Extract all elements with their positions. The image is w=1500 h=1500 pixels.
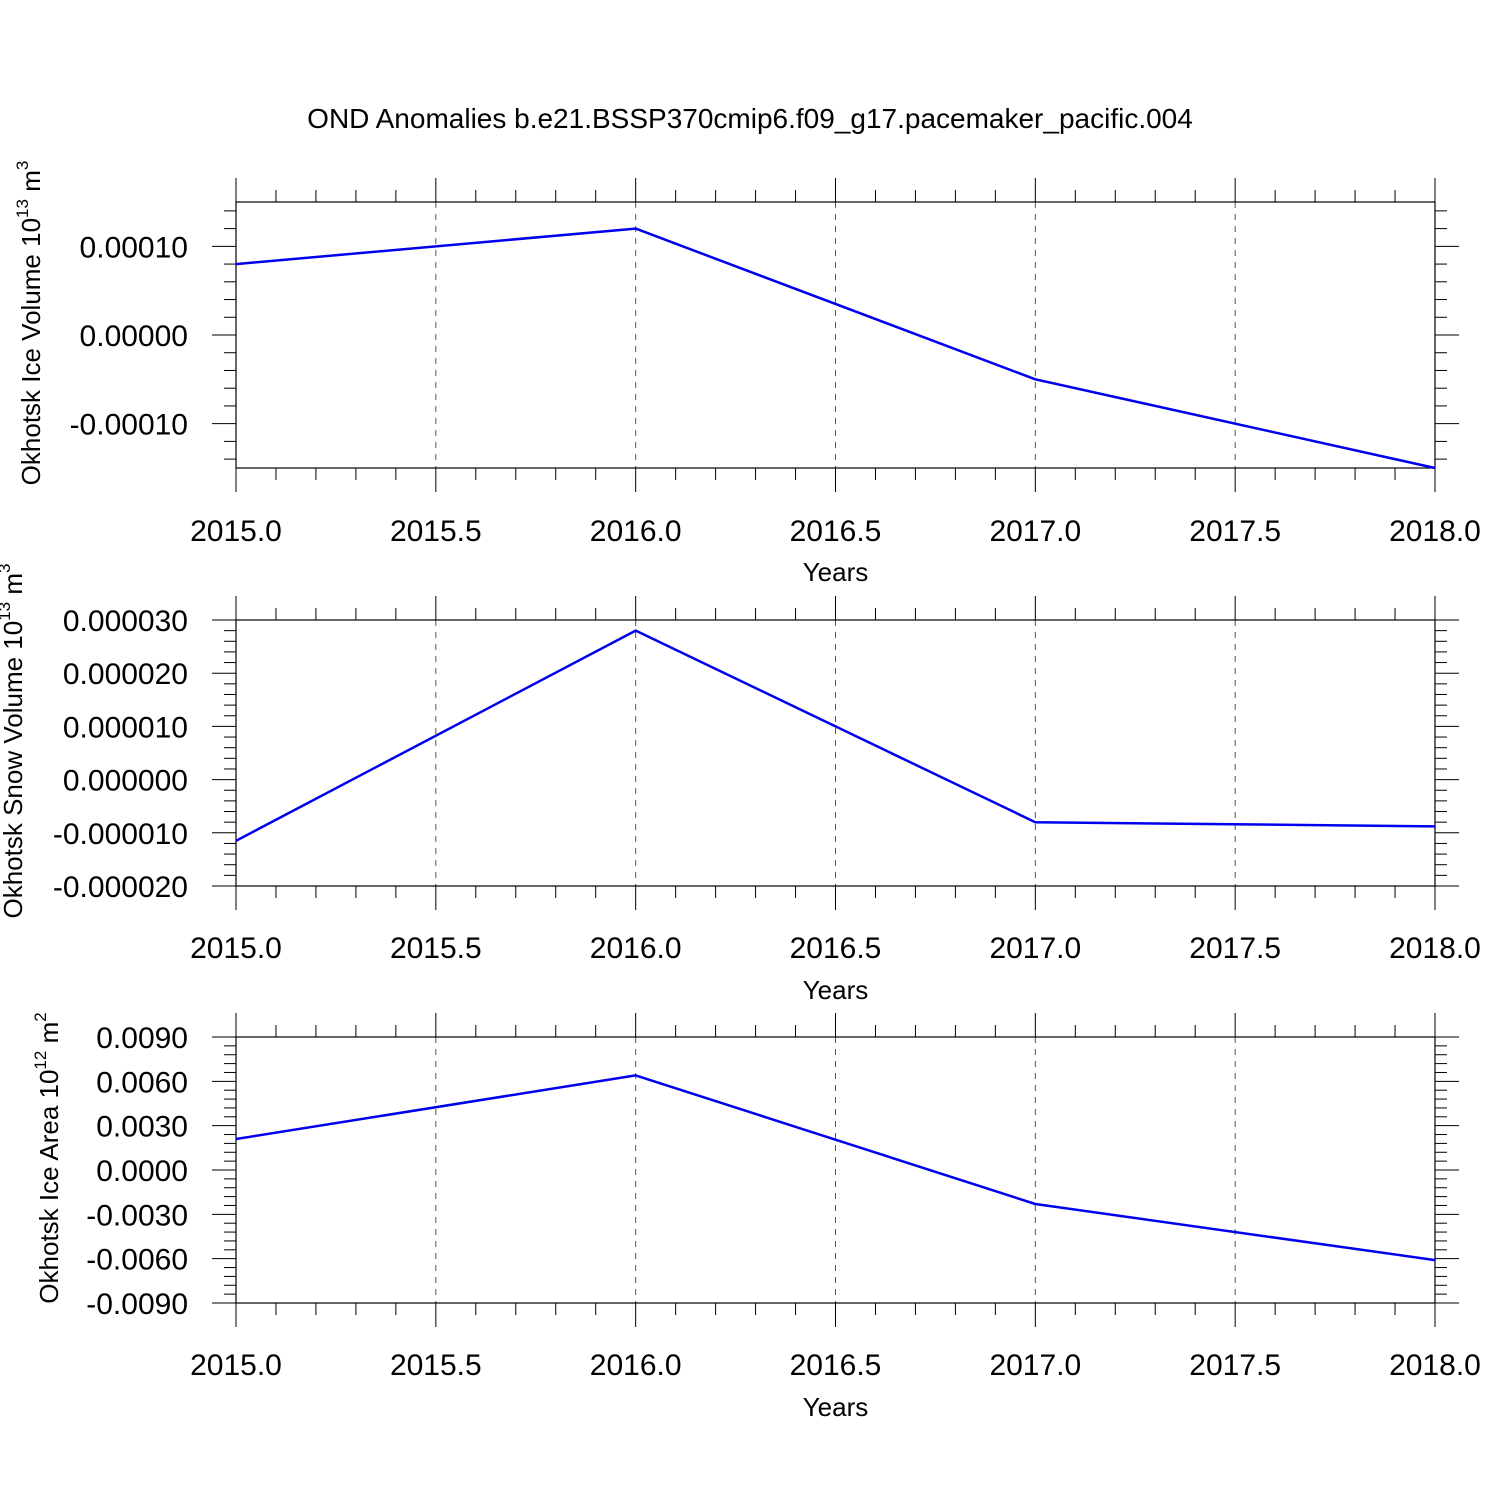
y-tick-label: 0.0000	[96, 1155, 188, 1188]
x-tick-label: 2017.0	[989, 515, 1081, 548]
y-tick-label: 0.0030	[96, 1111, 188, 1144]
x-tick-label: 2017.0	[989, 1349, 1081, 1382]
x-tick-label: 2018.0	[1389, 515, 1481, 548]
y-tick-label: 0.000000	[63, 765, 188, 798]
y-tick-label: 0.0090	[96, 1022, 188, 1055]
y-tick-label: 0.000020	[63, 658, 188, 691]
y-axis-label: Okhotsk Snow Volume 1013 m3	[0, 564, 28, 919]
y-tick-label: -0.000020	[53, 871, 188, 904]
x-tick-label: 2015.0	[190, 1349, 282, 1382]
y-tick-label: 0.0060	[96, 1066, 188, 1099]
y-tick-label: -0.0090	[86, 1288, 188, 1321]
x-tick-label: 2018.0	[1389, 932, 1481, 965]
series-line	[235, 1074, 1436, 1262]
x-tick-label: 2017.0	[989, 932, 1081, 965]
y-tick-label: -0.0030	[86, 1199, 188, 1232]
y-tick-label: 0.00010	[80, 231, 188, 264]
x-tick-label: 2015.0	[190, 515, 282, 548]
y-tick-label: 0.000010	[63, 711, 188, 744]
x-tick-label: 2017.5	[1189, 515, 1281, 548]
y-tick-label: -0.0060	[86, 1244, 188, 1277]
x-axis-label: Years	[803, 1392, 869, 1422]
series-line	[235, 629, 1436, 842]
x-tick-label: 2015.5	[390, 1349, 482, 1382]
y-tick-label: -0.000010	[53, 818, 188, 851]
x-tick-label: 2016.0	[590, 1349, 682, 1382]
x-tick-label: 2016.0	[590, 515, 682, 548]
x-axis-label: Years	[803, 975, 869, 1005]
y-axis-label: Okhotsk Ice Volume 1013 m3	[13, 161, 46, 486]
x-axis-label: Years	[803, 557, 869, 587]
x-tick-label: 2016.0	[590, 932, 682, 965]
x-tick-label: 2017.5	[1189, 932, 1281, 965]
x-tick-label: 2016.5	[790, 932, 882, 965]
x-tick-label: 2017.5	[1189, 1349, 1281, 1382]
x-tick-label: 2016.5	[790, 515, 882, 548]
y-tick-label: -0.00010	[70, 409, 188, 442]
y-axis-label: Okhotsk Ice Area 1012 m2	[31, 1012, 64, 1303]
x-tick-label: 2016.5	[790, 1349, 882, 1382]
x-tick-label: 2018.0	[1389, 1349, 1481, 1382]
x-tick-label: 2015.5	[390, 515, 482, 548]
y-tick-label: 0.000030	[63, 605, 188, 638]
y-tick-label: 0.00000	[80, 320, 188, 353]
series-line	[235, 227, 1436, 470]
panel-3: 2015.0 2015.5 2016.0 2016.5 2017.0 2017.5 2018…	[31, 1012, 1481, 1422]
x-tick-label: 2015.0	[190, 932, 282, 965]
figure-title: OND Anomalies b.e21.BSSP370cmip6.f09_g17…	[307, 103, 1193, 134]
panel-1: 2015.0 2015.5 2016.0 2016.5 2017.0 2017.5 2018…	[13, 161, 1481, 587]
x-tick-label: 2015.5	[390, 932, 482, 965]
panel-2: 2015.0 2015.5 2016.0 2016.5 2017.0 2017.5 2018…	[0, 564, 1481, 1006]
